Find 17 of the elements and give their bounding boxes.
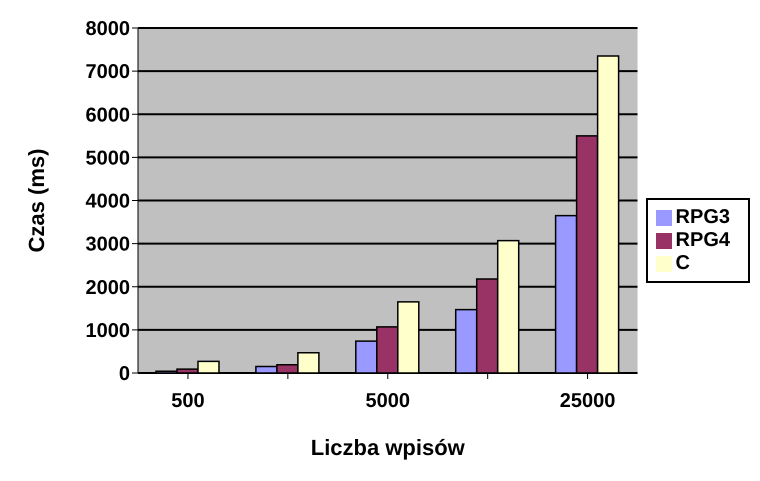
- x-tick-label: 25000: [560, 390, 616, 412]
- y-tick-label: 2000: [86, 276, 130, 299]
- x-tick-label: 5000: [366, 390, 410, 412]
- y-tick-label: 4000: [86, 190, 130, 213]
- x-tick-label: 500: [171, 390, 205, 412]
- legend-label: RPG3: [676, 206, 730, 228]
- legend-label: RPG4: [676, 229, 730, 251]
- x-axis-title: Liczba wpisów: [310, 435, 466, 460]
- y-tick-label: 3000: [86, 234, 130, 256]
- y-tick-label: 5000: [86, 147, 130, 170]
- y-tick-label: 6000: [86, 104, 130, 126]
- y-tick-label: 7000: [86, 61, 130, 84]
- legend-label: C: [676, 252, 690, 274]
- y-tick-label: 1000: [86, 320, 130, 342]
- y-axis-title: Czas (ms): [24, 148, 49, 252]
- y-tick-label: 8000: [86, 18, 130, 40]
- y-tick-label: 0: [118, 363, 130, 386]
